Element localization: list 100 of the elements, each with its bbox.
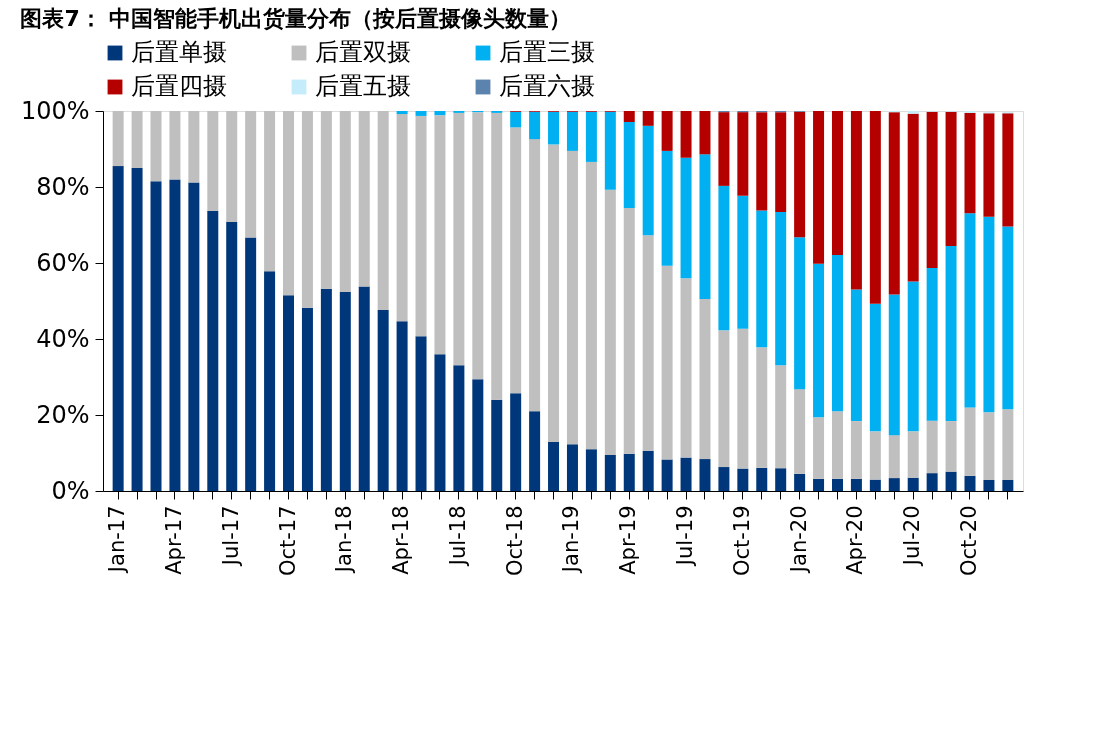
x-tick-label: Apr-20 bbox=[843, 505, 868, 575]
bar bbox=[245, 237, 257, 491]
bar bbox=[112, 111, 124, 167]
bar bbox=[907, 477, 919, 491]
bar bbox=[888, 478, 900, 491]
bar bbox=[699, 299, 711, 460]
x-tick-label: Jul-20 bbox=[900, 505, 925, 568]
x-tick-label: Oct-17 bbox=[275, 505, 300, 577]
bar bbox=[869, 111, 881, 304]
bar bbox=[699, 459, 711, 491]
bar bbox=[283, 295, 295, 491]
x-tick-label: Jan-19 bbox=[559, 505, 584, 575]
bar bbox=[945, 421, 957, 472]
bar bbox=[926, 267, 938, 421]
bar bbox=[623, 111, 635, 123]
bar bbox=[510, 127, 522, 394]
bar bbox=[529, 139, 541, 412]
bar bbox=[661, 111, 673, 151]
bar bbox=[907, 111, 919, 114]
bar bbox=[831, 478, 843, 491]
bar bbox=[926, 111, 938, 268]
bar bbox=[472, 379, 484, 491]
bar bbox=[831, 255, 843, 412]
bar bbox=[396, 111, 408, 115]
bar bbox=[699, 154, 711, 300]
bar bbox=[680, 457, 692, 491]
bar bbox=[169, 179, 181, 491]
chart-title: 图表7： 中国智能手机出货量分布（按后置摄像头数量） bbox=[20, 6, 572, 31]
bar bbox=[510, 111, 522, 128]
bar bbox=[850, 421, 862, 479]
x-tick-label: Jan-18 bbox=[332, 505, 357, 575]
bar bbox=[680, 111, 692, 158]
bar bbox=[377, 310, 389, 491]
bar bbox=[188, 182, 200, 491]
bar bbox=[775, 468, 787, 491]
bar bbox=[964, 407, 976, 476]
bar bbox=[661, 265, 673, 460]
bar bbox=[320, 111, 332, 289]
x-tick-label: Oct-19 bbox=[729, 505, 754, 577]
bar bbox=[850, 478, 862, 491]
bar bbox=[907, 431, 919, 478]
legend-label: 后置五摄 bbox=[315, 72, 411, 100]
bar bbox=[718, 185, 730, 331]
bar bbox=[150, 181, 162, 491]
bar bbox=[301, 111, 313, 308]
bar bbox=[226, 221, 238, 491]
bar bbox=[869, 431, 881, 480]
bar bbox=[1002, 113, 1014, 227]
bar bbox=[718, 467, 730, 491]
bar bbox=[983, 412, 995, 480]
bar bbox=[529, 411, 541, 491]
bar bbox=[888, 112, 900, 295]
bar bbox=[794, 389, 806, 474]
bar bbox=[888, 435, 900, 479]
bar bbox=[661, 459, 673, 491]
bar bbox=[264, 271, 276, 491]
bar bbox=[850, 289, 862, 422]
bar bbox=[907, 281, 919, 432]
bar bbox=[339, 291, 351, 491]
legend-label: 后置双摄 bbox=[315, 38, 411, 66]
bar bbox=[945, 245, 957, 422]
bar bbox=[964, 213, 976, 408]
bar bbox=[642, 235, 654, 451]
bar bbox=[737, 328, 749, 469]
legend-label: 后置六摄 bbox=[499, 72, 595, 100]
bar bbox=[169, 111, 181, 180]
bar bbox=[604, 454, 616, 491]
bar bbox=[283, 111, 295, 296]
x-tick-label: Jul-19 bbox=[673, 505, 698, 568]
bar bbox=[964, 475, 976, 491]
bar bbox=[737, 468, 749, 491]
bar bbox=[983, 113, 995, 217]
bar bbox=[813, 111, 825, 264]
bar bbox=[907, 113, 919, 282]
legend-label: 后置单摄 bbox=[131, 38, 227, 66]
bar bbox=[718, 330, 730, 468]
bar bbox=[850, 111, 862, 290]
bar bbox=[756, 347, 768, 468]
bar bbox=[945, 471, 957, 491]
bar bbox=[623, 122, 635, 208]
bar bbox=[1002, 226, 1014, 410]
y-tick-label: 20% bbox=[36, 400, 90, 429]
x-tick-label: Jul-18 bbox=[445, 505, 470, 568]
bar bbox=[434, 115, 446, 355]
bar bbox=[396, 321, 408, 491]
bar bbox=[415, 111, 427, 116]
bar bbox=[737, 112, 749, 196]
x-tick-label: Apr-18 bbox=[389, 505, 414, 575]
bar bbox=[623, 453, 635, 491]
bar bbox=[869, 479, 881, 491]
bar bbox=[491, 112, 503, 400]
bar bbox=[604, 111, 616, 190]
bar bbox=[548, 111, 560, 145]
bar bbox=[226, 111, 238, 222]
bar bbox=[434, 354, 446, 491]
bar bbox=[964, 112, 976, 214]
bar bbox=[813, 478, 825, 491]
y-tick-label: 0% bbox=[51, 476, 90, 505]
bar bbox=[491, 399, 503, 491]
bar bbox=[529, 111, 541, 140]
